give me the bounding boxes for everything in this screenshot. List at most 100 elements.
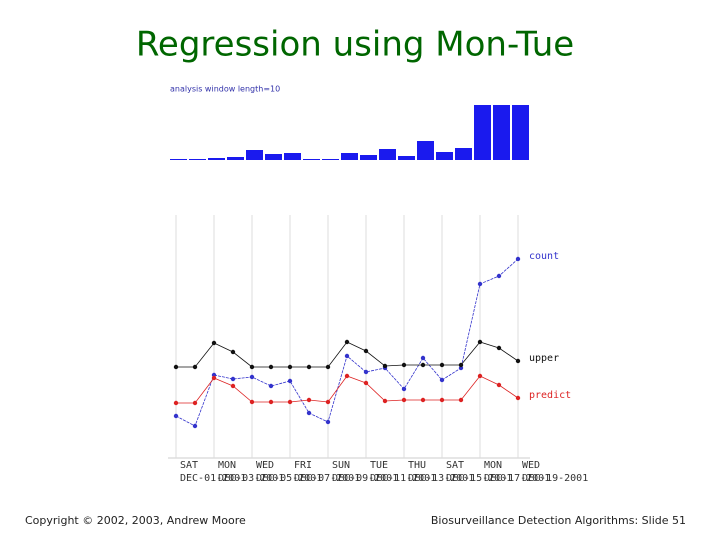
- x-tick-label: TUE: [370, 460, 388, 471]
- bar-chart-title: analysis window length=10: [170, 85, 280, 94]
- slide-title: Regression using Mon-Tue: [136, 25, 574, 65]
- data-point: [439, 377, 445, 383]
- x-date-label: DEC-01-2001: [180, 473, 246, 484]
- bar: [246, 150, 263, 160]
- x-date-label: DEC-11-2001: [370, 473, 436, 484]
- data-point: [230, 383, 236, 389]
- data-point: [268, 383, 274, 389]
- data-point: [287, 364, 293, 370]
- bar: [227, 157, 244, 160]
- x-tick-label: SUN: [332, 460, 350, 471]
- bar: [360, 155, 377, 160]
- data-point: [420, 362, 426, 368]
- data-point: [173, 364, 179, 370]
- bar: [322, 159, 339, 160]
- bar: [379, 149, 396, 160]
- footer-left: Copyright © 2002, 2003, Andrew Moore: [25, 514, 246, 527]
- data-point: [325, 419, 331, 425]
- data-point: [268, 364, 274, 370]
- data-point: [230, 349, 236, 355]
- x-date-label: DEC-03-2001: [218, 473, 284, 484]
- bar: [474, 105, 491, 160]
- bar: [341, 153, 358, 160]
- data-point: [211, 340, 217, 346]
- x-tick-label: FRI: [294, 460, 312, 471]
- data-point: [439, 362, 445, 368]
- data-point: [458, 362, 464, 368]
- x-tick-label: MON: [484, 460, 502, 471]
- data-point: [401, 362, 407, 368]
- x-date-label: DEC-05-2001: [256, 473, 322, 484]
- bar: [303, 159, 320, 160]
- data-point: [439, 397, 445, 403]
- x-tick-label: THU: [408, 460, 426, 471]
- bar: [170, 159, 187, 160]
- data-point: [515, 395, 521, 401]
- data-point: [420, 397, 426, 403]
- data-point: [382, 398, 388, 404]
- data-point: [325, 364, 331, 370]
- x-date-label: DEC-15-2001: [446, 473, 512, 484]
- x-tick-label: SAT: [446, 460, 464, 471]
- data-point: [382, 363, 388, 369]
- data-point: [363, 369, 369, 375]
- data-point: [344, 339, 350, 345]
- footer-right: Biosurveillance Detection Algorithms: Sl…: [431, 514, 686, 527]
- bar: [189, 159, 206, 160]
- data-point: [192, 423, 198, 429]
- data-point: [306, 410, 312, 416]
- data-point: [458, 397, 464, 403]
- series-label: upper: [529, 353, 559, 364]
- data-point: [306, 397, 312, 403]
- bar: [493, 105, 510, 160]
- data-point: [344, 373, 350, 379]
- data-point: [268, 399, 274, 405]
- data-point: [192, 400, 198, 406]
- bar: [208, 158, 225, 160]
- bar: [512, 105, 529, 160]
- x-date-label: DEC-19-2001: [522, 473, 588, 484]
- x-date-label: DEC-07-2001: [294, 473, 360, 484]
- bar: [284, 153, 301, 160]
- series-label: predict: [529, 390, 571, 401]
- data-point: [363, 380, 369, 386]
- data-point: [249, 374, 255, 380]
- data-point: [287, 378, 293, 384]
- data-point: [401, 386, 407, 392]
- data-point: [496, 273, 502, 279]
- bar: [398, 156, 415, 160]
- data-point: [287, 399, 293, 405]
- x-tick-label: SAT: [180, 460, 198, 471]
- data-point: [306, 364, 312, 370]
- data-point: [325, 399, 331, 405]
- x-tick-label: MON: [218, 460, 236, 471]
- series-line: [176, 375, 519, 404]
- data-point: [363, 348, 369, 354]
- x-date-label: DEC-13-2001: [408, 473, 474, 484]
- data-point: [477, 373, 483, 379]
- bar: [455, 148, 472, 160]
- series-label: count: [529, 251, 559, 262]
- data-point: [477, 339, 483, 345]
- data-point: [515, 256, 521, 262]
- data-point: [211, 375, 217, 381]
- data-point: [477, 281, 483, 287]
- data-point: [249, 364, 255, 370]
- data-point: [496, 345, 502, 351]
- data-point: [173, 413, 179, 419]
- x-date-label: DEC-17-2001: [484, 473, 550, 484]
- data-point: [515, 358, 521, 364]
- data-point: [230, 376, 236, 382]
- data-point: [496, 382, 502, 388]
- bar: [417, 141, 434, 160]
- bar: [436, 152, 453, 160]
- data-point: [420, 355, 426, 361]
- data-point: [192, 364, 198, 370]
- bar: [265, 154, 282, 160]
- data-point: [173, 400, 179, 406]
- data-point: [401, 397, 407, 403]
- data-point: [249, 399, 255, 405]
- data-point: [344, 353, 350, 359]
- x-tick-label: WED: [256, 460, 274, 471]
